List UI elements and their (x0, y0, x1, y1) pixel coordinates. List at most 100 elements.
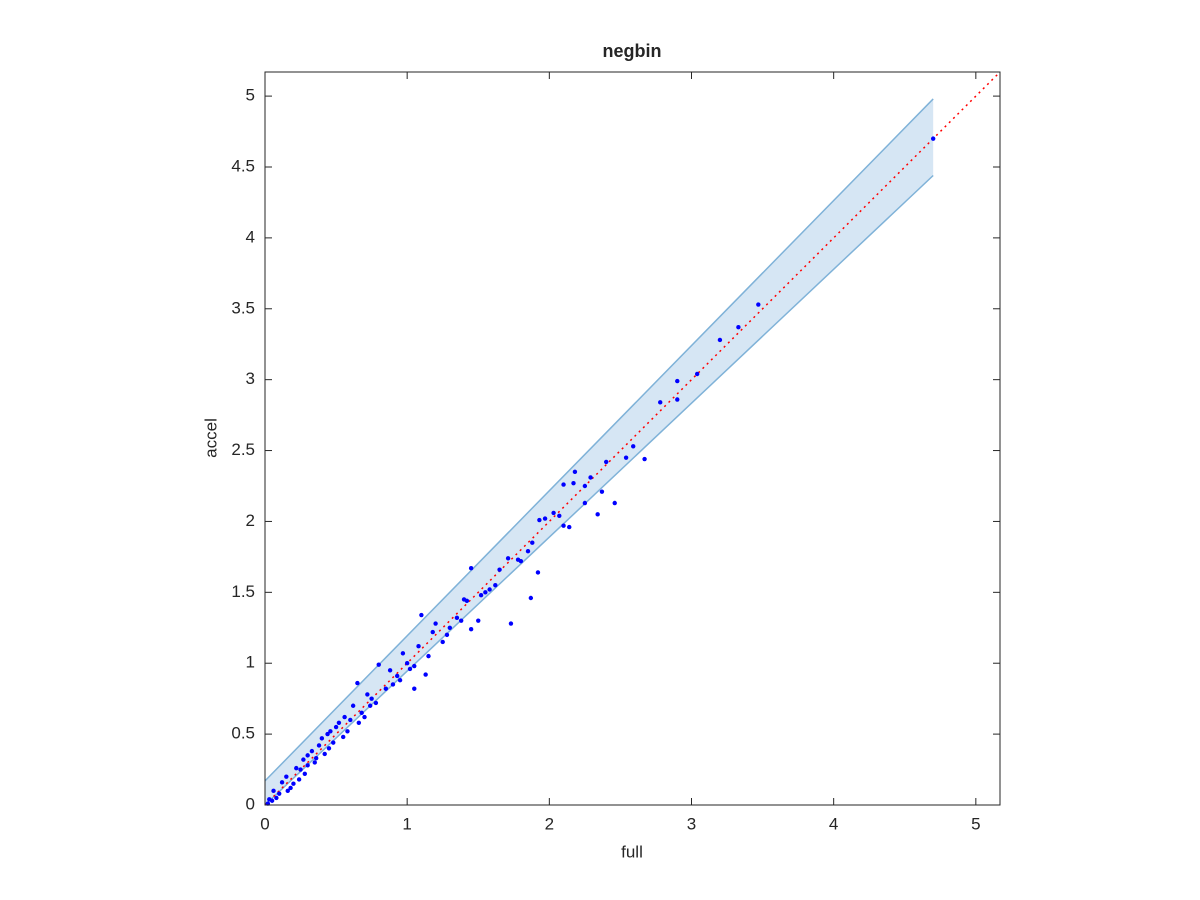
point (493, 583, 498, 588)
point (561, 523, 566, 528)
point (368, 703, 373, 708)
point (407, 666, 413, 672)
point (440, 639, 445, 645)
band-edge (264, 98, 934, 782)
point (291, 781, 296, 786)
point (464, 598, 470, 604)
point (359, 710, 364, 716)
point (444, 632, 450, 638)
x-tick-label: 1 (402, 814, 411, 833)
point (487, 587, 492, 592)
point (390, 682, 396, 687)
y-tick-label: 3.5 (231, 298, 255, 317)
point (582, 483, 588, 489)
point (333, 724, 339, 730)
point (356, 720, 362, 725)
y-tick-label: 0 (246, 794, 255, 813)
reference-line (264, 71, 1001, 806)
point (400, 651, 406, 656)
point (478, 592, 484, 598)
point (348, 717, 353, 723)
point (312, 760, 317, 765)
point (302, 771, 308, 777)
point (694, 371, 700, 377)
point (267, 797, 272, 802)
axes-box (264, 71, 1001, 806)
point (567, 524, 572, 530)
point (476, 618, 481, 623)
point (497, 567, 502, 572)
point (328, 729, 333, 734)
point (642, 456, 647, 462)
point (331, 740, 336, 745)
point (508, 621, 514, 626)
point (285, 788, 290, 794)
y-axis-label: accel (201, 418, 220, 458)
point (284, 774, 289, 779)
point (350, 703, 356, 708)
point (376, 662, 381, 667)
x-tick-label: 5 (971, 814, 980, 833)
point (588, 475, 593, 480)
y-tick-label: 3 (246, 369, 255, 388)
point (603, 459, 609, 465)
point (336, 720, 342, 725)
point (612, 500, 617, 506)
point (551, 510, 556, 516)
point (305, 763, 310, 768)
point (296, 777, 302, 782)
y-tick-label: 4.5 (231, 156, 255, 175)
point (316, 743, 322, 748)
point (301, 757, 306, 762)
point (395, 673, 400, 679)
x-axis-label: full (621, 842, 643, 861)
x-tick-label: 0 (260, 814, 269, 833)
point (345, 729, 350, 734)
point (274, 795, 279, 801)
point (298, 767, 303, 772)
point (530, 540, 535, 545)
y-tick-label: 1 (246, 653, 255, 672)
point (342, 714, 347, 720)
point (430, 629, 435, 635)
point (319, 736, 325, 741)
y-tick-label: 5 (246, 86, 255, 105)
point (412, 663, 417, 669)
point (599, 489, 605, 494)
y-tick-label: 4 (246, 227, 255, 246)
point (309, 748, 315, 754)
point (325, 731, 330, 737)
point (373, 700, 379, 706)
point (294, 765, 299, 771)
point (416, 644, 421, 649)
point (582, 500, 588, 506)
point (537, 517, 542, 523)
x-tick-label: 3 (687, 814, 696, 833)
point (675, 397, 680, 402)
point (447, 625, 453, 630)
point (404, 661, 410, 666)
point (571, 480, 576, 486)
band-edge (264, 174, 934, 806)
point (383, 686, 389, 691)
point (397, 678, 403, 683)
point (412, 686, 417, 691)
point (631, 444, 636, 449)
point (313, 756, 319, 761)
point (365, 692, 370, 697)
y-tick-label: 0.5 (231, 724, 255, 743)
point (572, 469, 578, 475)
point (658, 400, 663, 405)
point (468, 566, 474, 571)
point (483, 590, 488, 595)
x-tick-label: 4 (829, 814, 838, 833)
point (419, 612, 424, 618)
point (528, 595, 534, 601)
point (369, 696, 374, 701)
point (675, 378, 680, 384)
point (271, 788, 276, 794)
point (288, 785, 293, 791)
point (454, 615, 460, 621)
point (717, 337, 723, 343)
